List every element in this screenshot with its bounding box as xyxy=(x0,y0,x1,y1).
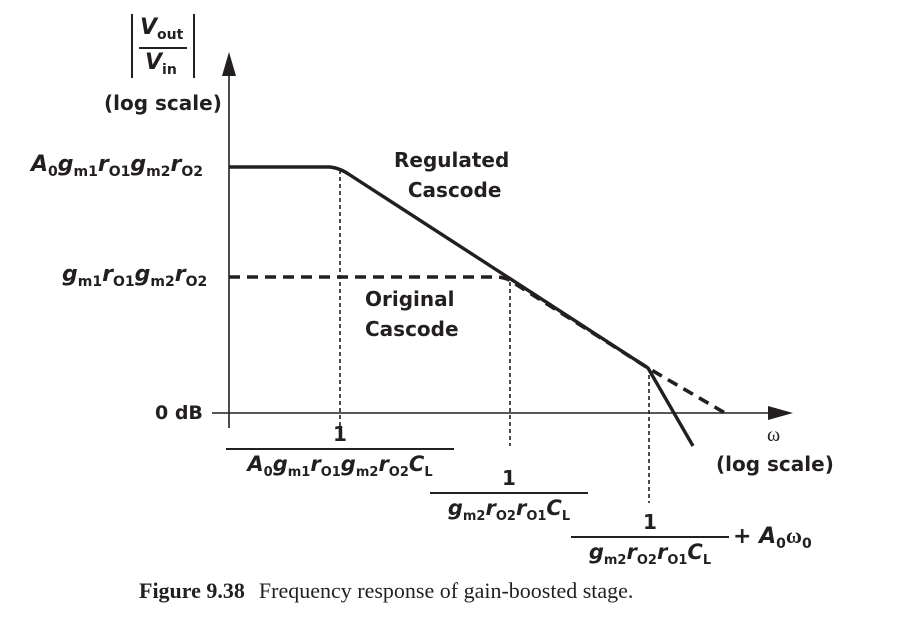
sub-O1: O1 xyxy=(108,164,131,180)
sym-r: r xyxy=(170,152,182,177)
sym-g: g xyxy=(340,452,356,476)
sub-m1: m1 xyxy=(73,164,98,180)
sub-O1: O1 xyxy=(667,553,688,568)
sym-g: g xyxy=(62,262,78,287)
sub-O2: O2 xyxy=(181,164,203,180)
caption-label: Figure 9.38 xyxy=(139,578,245,603)
denominator: gm2rO2rO1CL xyxy=(430,496,588,524)
x-tick-pole3: 1 gm2rO2rO1CL xyxy=(571,510,729,568)
x-tick-pole3-suffix: + A0ω0 xyxy=(733,523,812,552)
regulated-label-line1: Regulated xyxy=(394,148,510,172)
sub-O2: O2 xyxy=(185,274,208,290)
sub-m2: m2 xyxy=(603,553,627,568)
sub-O2: O2 xyxy=(495,509,516,524)
sym-r: r xyxy=(97,152,109,177)
sym-r: r xyxy=(656,540,668,564)
sym-r: r xyxy=(485,496,496,520)
sym-g: g xyxy=(134,262,151,287)
denominator: gm2rO2rO1CL xyxy=(571,540,729,568)
sub-O1: O1 xyxy=(526,509,547,524)
sym-g: g xyxy=(130,152,147,177)
sub-0: 0 xyxy=(776,536,786,552)
plus-sign: + xyxy=(733,524,760,549)
sym-r: r xyxy=(378,452,389,476)
y-tick-original-gain: gm1rO1gm2rO2 xyxy=(62,262,207,290)
sym-A: A xyxy=(247,452,264,476)
sym-r: r xyxy=(102,262,113,287)
vout-subscript: out xyxy=(157,27,184,43)
sym-r: r xyxy=(626,540,637,564)
regulated-cascode-label: Regulated Cascode xyxy=(394,145,509,205)
sub-0: 0 xyxy=(263,465,273,480)
caption-text: Frequency response of gain-boosted stage… xyxy=(258,578,634,603)
sub-L: L xyxy=(424,465,433,480)
numerator: 1 xyxy=(643,510,657,534)
original-label-line1: Original xyxy=(365,287,455,311)
sub-m2: m2 xyxy=(355,465,379,480)
denominator: A0gm1rO1gm2rO2CL xyxy=(226,452,454,480)
sub-O1: O1 xyxy=(112,274,135,290)
y-axis-arrow-icon xyxy=(222,52,236,76)
figure-caption: Figure 9.38 Frequency response of gain-bo… xyxy=(139,578,633,604)
sym-A: A xyxy=(759,524,777,549)
vout-symbol: V xyxy=(140,15,158,40)
original-cascode-curve xyxy=(229,275,726,415)
sym-r: r xyxy=(310,452,321,476)
sym-r: r xyxy=(515,496,527,520)
x-axis-arrow-icon xyxy=(768,406,793,420)
sub-L: L xyxy=(561,509,571,524)
sub-O2: O2 xyxy=(388,465,409,480)
vin-symbol: V xyxy=(145,50,163,75)
regulated-cascode-curve xyxy=(229,165,695,447)
numerator: 1 xyxy=(502,466,516,490)
regulated-label-line2: Cascode xyxy=(407,178,502,202)
sym-r: r xyxy=(174,262,186,287)
sub-m2: m2 xyxy=(462,509,486,524)
sub-m1: m1 xyxy=(287,465,311,480)
sub-m2: m2 xyxy=(146,164,171,180)
sym-g: g xyxy=(447,496,463,520)
fraction-bar xyxy=(571,536,729,538)
sym-g: g xyxy=(57,152,74,177)
y-axis-scale-note: (log scale) xyxy=(104,91,222,115)
x-axis-omega: ω xyxy=(767,424,781,446)
sub-0: 0 xyxy=(801,536,812,552)
sub-m2: m2 xyxy=(150,274,175,290)
x-tick-pole2: 1 gm2rO2rO1CL xyxy=(430,466,588,524)
sub-m1: m1 xyxy=(77,274,103,290)
y-tick-regulated-gain: A0gm1rO1gm2rO2 xyxy=(31,152,203,180)
y-tick-0db: 0 dB xyxy=(155,402,203,424)
sym-g: g xyxy=(588,540,604,564)
sub-0: 0 xyxy=(48,164,58,180)
sym-C: C xyxy=(546,496,562,520)
x-tick-pole1: 1 A0gm1rO1gm2rO2CL xyxy=(226,422,454,480)
sub-O1: O1 xyxy=(320,465,341,480)
x-axis-scale-note: (log scale) xyxy=(716,452,834,476)
sub-O2: O2 xyxy=(636,553,657,568)
numerator: 1 xyxy=(333,422,347,446)
sym-A: A xyxy=(31,152,49,177)
sym-g: g xyxy=(272,452,288,476)
original-label-line2: Cascode xyxy=(365,317,459,341)
sub-L: L xyxy=(702,553,712,568)
vin-subscript: in xyxy=(162,62,177,78)
sym-omega: ω xyxy=(785,523,802,548)
original-cascode-label: Original Cascode xyxy=(365,284,459,344)
sym-C: C xyxy=(408,452,425,476)
fraction-bar xyxy=(430,492,588,494)
sym-C: C xyxy=(687,540,703,564)
fraction-bar xyxy=(226,448,454,450)
y-axis-title: Vout Vin xyxy=(131,12,195,80)
